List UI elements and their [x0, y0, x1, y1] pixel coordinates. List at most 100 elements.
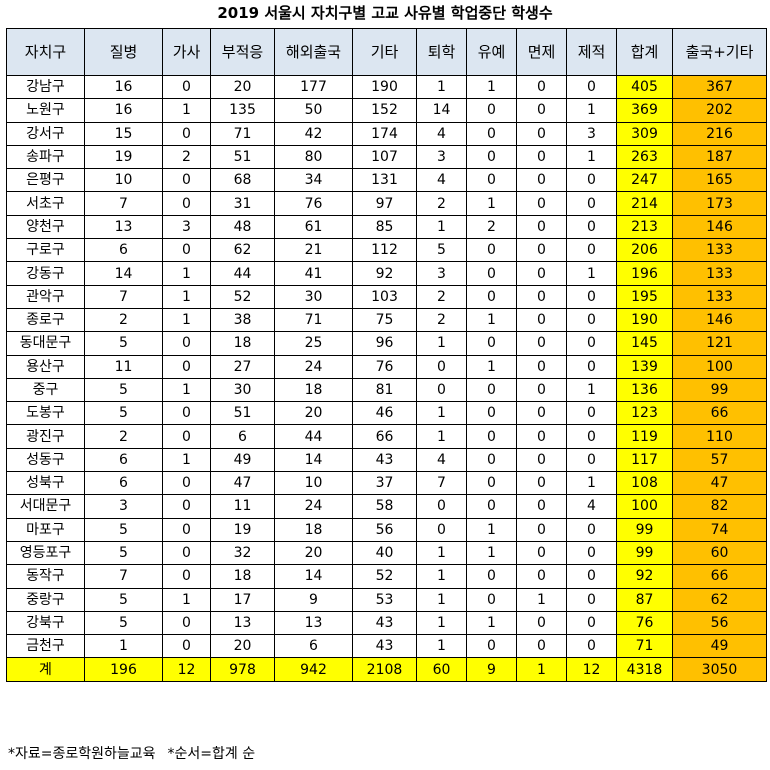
table-row: 종로구 2 1 38 71 75 2 1 0 0 190 146: [6, 307, 767, 333]
table-cell: 1: [466, 191, 517, 216]
table-cell: 263: [616, 144, 673, 170]
table-cell: 0: [566, 564, 617, 589]
table-row: 중랑구 5 1 17 9 53 1 0 1 0 87 62: [6, 587, 767, 612]
footnote: *자료=종로학원하늘교육 *순서=합계 순: [8, 742, 255, 766]
table-cell: 190: [616, 307, 673, 333]
table-cell: 135: [210, 98, 275, 123]
table-cell: 1: [162, 447, 211, 473]
table-cell: 3: [416, 144, 467, 170]
table-cell: 0: [566, 307, 617, 333]
table-cell: 0: [566, 238, 617, 263]
table-row: 성북구 6 0 47 10 37 7 0 0 1 108 47: [6, 471, 767, 496]
table-cell: 173: [672, 191, 767, 216]
table-cell: 2: [84, 424, 163, 449]
table-cell: 1: [162, 98, 211, 123]
table-cell: 0: [162, 168, 211, 193]
table-cell: 0: [416, 494, 467, 519]
table-cell: 3: [162, 214, 211, 240]
table-cell: 0: [566, 517, 617, 542]
column-header: 유예: [466, 28, 517, 76]
table-cell: 0: [466, 377, 517, 403]
table-cell: 0: [566, 424, 617, 449]
table-cell: 0: [566, 540, 617, 566]
table-cell: 0: [162, 634, 211, 659]
table-cell: 107: [352, 144, 417, 170]
table-cell: 44: [274, 424, 353, 449]
table-cell: 0: [516, 494, 567, 519]
table-cell: 0: [162, 610, 211, 636]
table-row: 영등포구 5 0 32 20 40 1 1 0 0 99 60: [6, 540, 767, 566]
table-cell: 216: [672, 121, 767, 146]
table-cell: 0: [566, 191, 617, 216]
table-cell: 1: [416, 634, 467, 659]
table-cell: 100: [672, 354, 767, 379]
table-cell: 187: [672, 144, 767, 170]
table-cell: 0: [162, 424, 211, 449]
table-cell: 1: [416, 610, 467, 636]
table-cell: 145: [616, 331, 673, 356]
table-cell: 5: [84, 587, 163, 612]
table-cell: 18: [274, 377, 353, 403]
table-row: 성동구 6 1 49 14 43 4 0 0 0 117 57: [6, 447, 767, 473]
table-cell: 96: [352, 331, 417, 356]
total-cell: 9: [466, 657, 517, 682]
table-cell: 14: [274, 447, 353, 473]
table-cell: 4: [416, 121, 467, 146]
table-cell: 82: [672, 494, 767, 519]
table-cell: 177: [274, 74, 353, 100]
table-cell: 13: [210, 610, 275, 636]
table-cell: 62: [210, 238, 275, 263]
district-cell: 서초구: [6, 191, 85, 216]
table-cell: 1: [466, 354, 517, 379]
table-cell: 0: [162, 354, 211, 379]
table-cell: 20: [210, 634, 275, 659]
table-cell: 0: [162, 331, 211, 356]
table-cell: 133: [672, 284, 767, 309]
table-cell: 0: [516, 284, 567, 309]
table-cell: 66: [672, 401, 767, 426]
table-row: 강동구 14 1 44 41 92 3 0 0 1 196 133: [6, 261, 767, 286]
table-cell: 19: [84, 144, 163, 170]
table-row: 노원구 16 1 135 50 152 14 0 0 1 369 202: [6, 98, 767, 123]
table-cell: 32: [210, 540, 275, 566]
table-cell: 1: [566, 144, 617, 170]
table-row: 마포구 5 0 19 18 56 0 1 0 0 99 74: [6, 517, 767, 542]
table-cell: 37: [352, 471, 417, 496]
table-cell: 81: [352, 377, 417, 403]
table-cell: 0: [516, 191, 567, 216]
table-row: 광진구 2 0 6 44 66 1 0 0 0 119 110: [6, 424, 767, 449]
total-row: 계 196 12 978 942 2108 60 9 1 12 4318 3050: [6, 657, 767, 682]
table-cell: 56: [352, 517, 417, 542]
column-header: 가사: [162, 28, 211, 76]
table-cell: 309: [616, 121, 673, 146]
table-cell: 61: [274, 214, 353, 240]
table-cell: 6: [210, 424, 275, 449]
district-cell: 강남구: [6, 74, 85, 100]
table-cell: 15: [84, 121, 163, 146]
table-cell: 4: [416, 447, 467, 473]
order-note: *순서=합계 순: [167, 746, 256, 762]
table-cell: 11: [210, 494, 275, 519]
table-cell: 10: [274, 471, 353, 496]
table-cell: 2: [84, 307, 163, 333]
table-cell: 99: [672, 377, 767, 403]
table-cell: 0: [516, 540, 567, 566]
table-cell: 110: [672, 424, 767, 449]
table-cell: 4: [416, 168, 467, 193]
table-cell: 195: [616, 284, 673, 309]
table-cell: 131: [352, 168, 417, 193]
table-cell: 108: [616, 471, 673, 496]
table-cell: 0: [516, 238, 567, 263]
table-cell: 7: [84, 564, 163, 589]
table-cell: 0: [516, 517, 567, 542]
table-cell: 20: [274, 401, 353, 426]
table-cell: 62: [672, 587, 767, 612]
table-row: 금천구 1 0 20 6 43 1 0 0 0 71 49: [6, 634, 767, 659]
table-cell: 1: [162, 307, 211, 333]
table-cell: 6: [84, 471, 163, 496]
table-cell: 13: [274, 610, 353, 636]
table-cell: 47: [672, 471, 767, 496]
table-cell: 1: [416, 401, 467, 426]
table-row: 구로구 6 0 62 21 112 5 0 0 0 206 133: [6, 238, 767, 263]
table-cell: 112: [352, 238, 417, 263]
